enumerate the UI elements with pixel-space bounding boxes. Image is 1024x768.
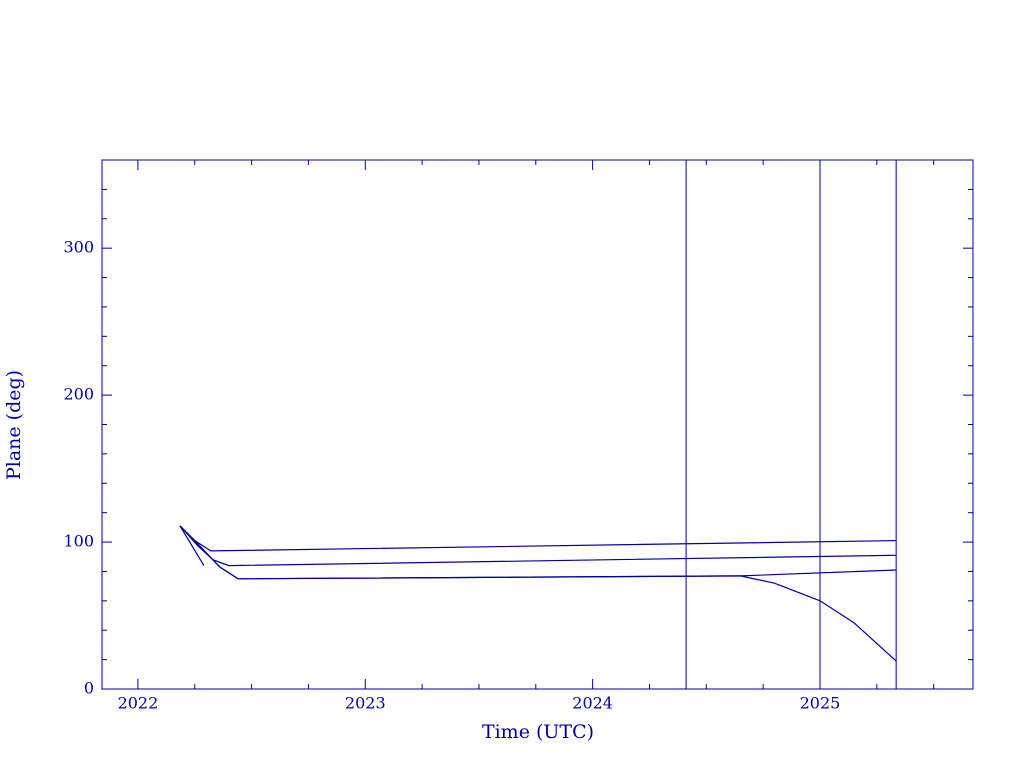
x-tick-label: 2022 [118,694,159,713]
y-tick-label: 100 [63,532,94,551]
line-series [179,525,897,552]
x-tick-label: 2025 [800,694,841,713]
line-series [179,525,205,566]
x-tick-label: 2023 [345,694,386,713]
y-axis-label: Plane (deg) [3,370,25,480]
y-tick-label: 200 [63,385,94,404]
y-tick-label: 300 [63,238,94,257]
line-series [179,525,897,662]
y-tick-label: 0 [84,679,94,698]
line-series [179,525,897,580]
plot-frame [101,159,974,690]
x-axis-label: Time (UTC) [482,721,594,743]
x-tick-label: 2024 [572,694,613,713]
